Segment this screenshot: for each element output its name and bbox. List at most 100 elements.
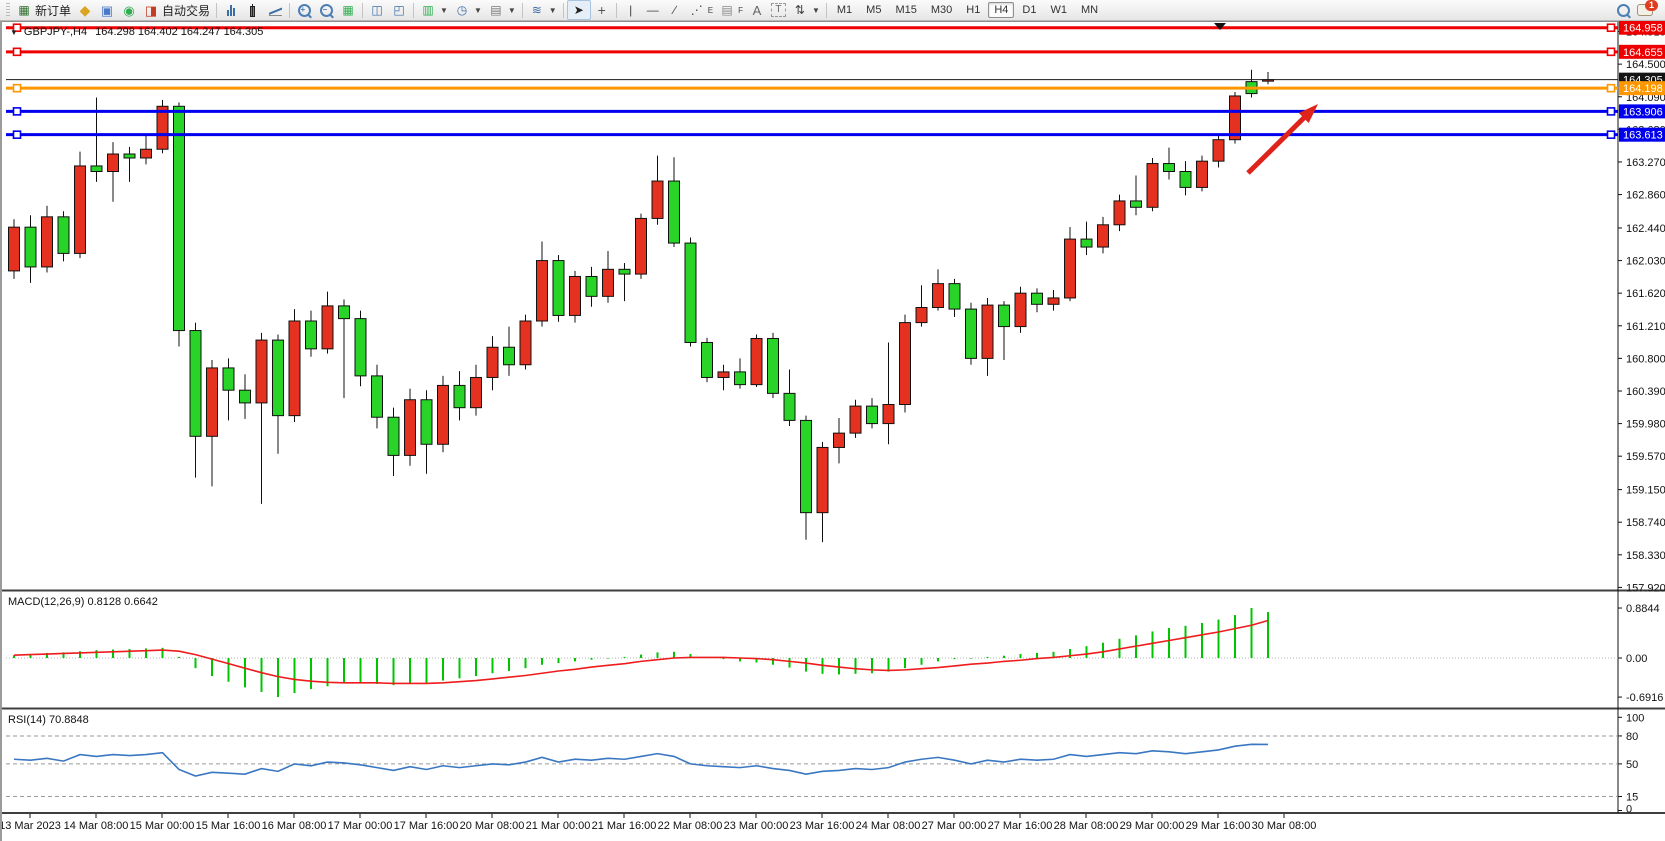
zoom-in-button[interactable]: +: [293, 1, 315, 19]
market-watch-button[interactable]: ◆: [74, 1, 96, 19]
candle-body: [321, 305, 334, 350]
candle-body: [420, 399, 433, 445]
line-chart-button[interactable]: [264, 1, 286, 19]
rsi-panel: 100 80 50 150: [6, 712, 1644, 816]
date-tick-label: 17 Mar 16:00: [394, 820, 459, 832]
timeframe-m1[interactable]: M1: [836, 4, 853, 16]
candle-body: [833, 432, 845, 448]
cursor-icon: ➤: [573, 3, 584, 17]
new-chart-button[interactable]: ▥ ▼: [417, 1, 451, 19]
toolbar-separator: [289, 2, 291, 18]
text-label-button[interactable]: T: [768, 1, 789, 19]
price-tick-label: 159.980: [1626, 419, 1665, 431]
date-tick-label: 21 Mar 16:00: [592, 820, 657, 832]
notifications-button[interactable]: 1: [1634, 0, 1658, 19]
date-tick-label: 24 Mar 08:00: [856, 820, 921, 832]
date-tick-label: 21 Mar 00:00: [526, 820, 591, 832]
date-tick-label: 23 Mar 16:00: [790, 820, 855, 832]
price-tick-label: 161.210: [1626, 321, 1665, 333]
tile-windows-button[interactable]: ▦: [337, 1, 359, 19]
date-axis[interactable]: 13 Mar 2023 14 Mar 08:00 15 Mar 00:00 15 Ma…: [2, 814, 1316, 832]
timeframe-w1[interactable]: W1: [1050, 4, 1067, 16]
arrows-button[interactable]: ⇅ ▼: [789, 1, 823, 19]
data-window-button[interactable]: ▣: [96, 1, 118, 19]
crosshair-button[interactable]: +: [591, 1, 613, 19]
templates-button[interactable]: ≋ ▼: [526, 1, 560, 19]
price-axis[interactable]: 164.910164.500164.090163.680163.270162.8…: [1618, 21, 1665, 594]
candle-body: [387, 416, 400, 456]
date-tick-label: 27 Mar 00:00: [922, 820, 987, 832]
price-tick-label: 162.030: [1626, 256, 1665, 268]
date-tick-label: 15 Mar 16:00: [196, 820, 261, 832]
toolbar-grip[interactable]: [6, 3, 10, 17]
equidistant-channel-icon: ⋰: [690, 3, 703, 17]
date-tick-label: 16 Mar 08:00: [262, 820, 327, 832]
candle-body: [173, 105, 185, 332]
text-button[interactable]: A: [746, 1, 768, 19]
candle-body: [107, 153, 119, 173]
price-tick-label: 160.800: [1626, 353, 1665, 365]
price-badge-label: 164.198: [1623, 83, 1663, 95]
horizontal-line-objects[interactable]: [6, 23, 1618, 139]
bar-chart-button[interactable]: [220, 1, 242, 19]
timeframe-h1[interactable]: H1: [966, 4, 981, 16]
zoom-out-button[interactable]: −: [315, 1, 337, 19]
candle-body: [932, 283, 944, 308]
indicator-window-button[interactable]: ◫: [366, 1, 388, 19]
toolbar-separator: [615, 2, 617, 18]
vertical-line-button[interactable]: |: [620, 1, 642, 19]
date-tick-label: 13 Mar 2023: [2, 820, 61, 832]
indicator-list-button[interactable]: ◰: [388, 1, 410, 19]
new-order-label: 新订单: [35, 3, 72, 18]
new-order-button[interactable]: ▦ 新订单: [13, 1, 74, 19]
text-label-icon: T: [770, 3, 786, 17]
price-badge: [1619, 81, 1665, 96]
candle-body: [8, 226, 20, 272]
trend-arrow-annotation[interactable]: [1246, 104, 1318, 175]
timeframe-d1[interactable]: D1: [1022, 4, 1037, 16]
chart-shift-marker[interactable]: [1214, 23, 1226, 30]
candle-body: [1097, 224, 1109, 248]
timeframe-m30[interactable]: M30: [930, 4, 953, 16]
price-tick-label: 158.330: [1626, 550, 1665, 562]
price-tick-label: 162.440: [1626, 223, 1665, 235]
hline-anchor: [12, 83, 22, 93]
chart-canvas[interactable]: 164.910164.500164.090163.680163.270162.8…: [2, 21, 1665, 841]
equidistant-channel-button[interactable]: ⋰ E: [690, 3, 714, 17]
navigator-button[interactable]: ◉: [118, 1, 140, 19]
text-icon: A: [752, 2, 762, 18]
templates-icon: ≋: [531, 3, 542, 17]
timeframe-h4[interactable]: H4: [988, 2, 1015, 18]
chart-properties-icon: ▤: [490, 3, 502, 17]
candlestick-chart-button[interactable]: [242, 1, 264, 19]
candle-body: [1080, 238, 1093, 248]
period-button[interactable]: ◷ ▼: [451, 1, 485, 19]
candle-body: [189, 330, 202, 437]
clock-icon: ◷: [456, 3, 468, 17]
date-tick-label: 30 Mar 08:00: [1252, 820, 1317, 832]
price-tick-label: 157.920: [1626, 582, 1665, 594]
search-button[interactable]: [1612, 1, 1634, 19]
timeframe-m5[interactable]: M5: [866, 4, 882, 16]
timeframe-mn[interactable]: MN: [1080, 4, 1099, 16]
notifications-icon: 1: [1637, 0, 1658, 18]
one-click-trading-toggle-icon[interactable]: ▼: [10, 27, 18, 37]
trendline-button[interactable]: ∕: [664, 1, 686, 19]
timeframe-m15[interactable]: M15: [895, 4, 917, 16]
candle-body: [453, 384, 466, 409]
chart-properties-button[interactable]: ▤ ▼: [485, 1, 519, 19]
candle-body: [981, 304, 994, 359]
candle-body: [1047, 297, 1060, 305]
rsi-axis-label: 50: [1626, 759, 1638, 771]
candle-body: [585, 275, 598, 297]
fibonacci-button[interactable]: ▤ F: [716, 1, 746, 19]
data-window-icon: ▣: [100, 2, 114, 18]
candle-body: [618, 268, 631, 275]
candle-body: [404, 399, 416, 456]
chevron-down-icon: ▼: [811, 5, 820, 15]
horizontal-line-button[interactable]: —: [642, 1, 664, 19]
candle-body: [239, 389, 251, 404]
cursor-button[interactable]: ➤: [566, 0, 591, 20]
autotrading-button[interactable]: ◨ 自动交易: [140, 1, 213, 19]
hline-anchor: [1606, 23, 1616, 33]
